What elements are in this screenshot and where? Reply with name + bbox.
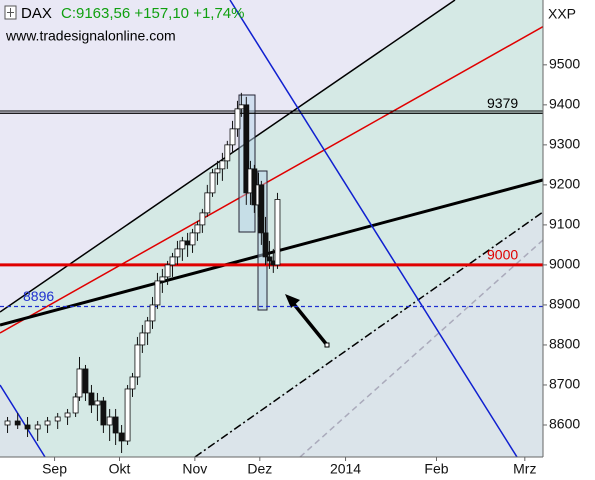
candle-body xyxy=(94,400,101,406)
level-label: 8896 xyxy=(23,288,54,304)
candle-body xyxy=(159,276,166,282)
candle-body xyxy=(112,416,119,434)
candle-body xyxy=(144,320,151,334)
candle-body xyxy=(64,412,71,418)
trendline xyxy=(299,239,543,457)
y-tick-label: 9100 xyxy=(549,216,580,232)
candle-body xyxy=(274,199,281,266)
candle-body xyxy=(224,144,231,162)
drawings xyxy=(0,0,543,457)
candle-body xyxy=(4,420,11,426)
candle-body xyxy=(139,332,146,346)
candle-body xyxy=(106,416,113,426)
y-tick-label: 8800 xyxy=(549,336,580,352)
trendline xyxy=(229,0,518,457)
candle-body xyxy=(124,388,131,442)
x-tick-label: Nov xyxy=(182,461,207,477)
y-tick-label: 8900 xyxy=(549,296,580,312)
candle-body xyxy=(238,104,245,110)
trendline xyxy=(194,211,543,457)
candle-body xyxy=(154,280,161,306)
candle-body xyxy=(258,184,265,234)
y-tick-label: 8700 xyxy=(549,376,580,392)
candle-body xyxy=(194,224,201,234)
candle-body xyxy=(169,256,176,266)
source: www.tradesignalonline.com xyxy=(5,28,176,44)
trendline xyxy=(0,178,543,327)
candle-body xyxy=(34,424,41,430)
candle-body xyxy=(88,392,95,406)
y-tick-label: 9300 xyxy=(549,136,580,152)
x-tick-label: 2014 xyxy=(330,461,361,477)
y-tick-label: 9400 xyxy=(549,96,580,112)
arrow-handle xyxy=(324,342,330,348)
x-tick-label: Dez xyxy=(247,461,272,477)
candle-body xyxy=(189,232,196,246)
level-label: 9000 xyxy=(487,247,518,263)
candle-body xyxy=(204,192,211,214)
candle-body xyxy=(149,304,156,322)
candle-body xyxy=(243,104,250,194)
candle-body xyxy=(229,128,236,146)
arrow xyxy=(291,301,329,347)
candle-body xyxy=(14,420,21,426)
arrow-head xyxy=(285,294,300,308)
y-tick-label: 8600 xyxy=(549,416,580,432)
x-tick-label: Mrz xyxy=(513,461,536,477)
candle-body xyxy=(199,212,206,226)
candle-body xyxy=(72,396,79,414)
x-tick-label: Sep xyxy=(42,461,67,477)
x-tick-label: Feb xyxy=(424,461,448,477)
candle-body xyxy=(118,432,125,442)
candle-body xyxy=(24,424,31,430)
candle-body xyxy=(129,376,136,390)
candle-body xyxy=(82,368,89,394)
y-tick-label: 9200 xyxy=(549,176,580,192)
candle-body xyxy=(209,172,216,194)
candle-body xyxy=(219,160,226,170)
axis-label: XXP xyxy=(548,6,576,22)
candle-body xyxy=(184,240,191,246)
candle-body xyxy=(234,108,241,130)
candle-body xyxy=(214,168,221,174)
y-tick-label: 9000 xyxy=(549,256,580,272)
candle-body xyxy=(266,256,273,262)
candle-body xyxy=(262,232,269,258)
x-tick-label: Okt xyxy=(109,461,131,477)
y-tick-label: 9500 xyxy=(549,56,580,72)
subtitle: C:9163,56 +157,10 +1,74% xyxy=(61,5,245,22)
trendline xyxy=(0,25,543,334)
trendline xyxy=(0,384,46,457)
candle-body xyxy=(44,420,51,426)
level-label: 9379 xyxy=(487,95,518,111)
candle-body xyxy=(76,368,83,398)
candle-body xyxy=(134,344,141,378)
candle-body xyxy=(54,416,61,422)
title: DAX xyxy=(21,5,52,22)
marks xyxy=(0,92,543,453)
candle-body xyxy=(179,240,186,250)
candle-body xyxy=(174,248,181,258)
candle-body xyxy=(100,400,107,426)
candle-body xyxy=(164,264,171,278)
